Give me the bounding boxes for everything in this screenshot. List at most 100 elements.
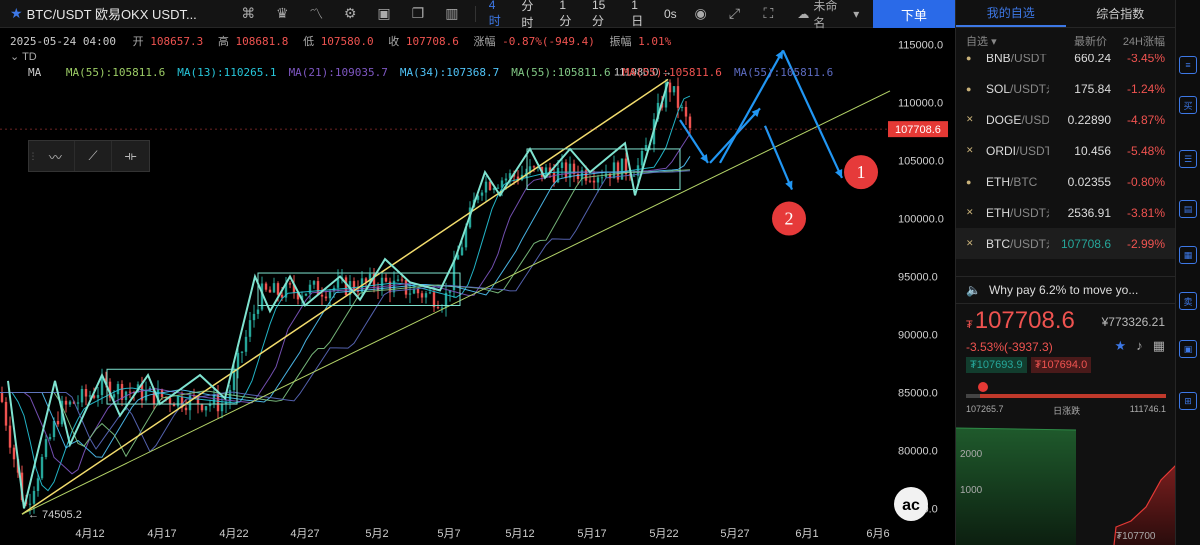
header-change[interactable]: 24H涨幅 bbox=[1122, 36, 1165, 48]
candle-body bbox=[596, 177, 600, 183]
pair-change: -4.87% bbox=[1126, 112, 1165, 127]
header-price[interactable]: 最新价 bbox=[1074, 36, 1107, 48]
place-order-button[interactable]: 下单 bbox=[873, 0, 955, 28]
watchlist-row[interactable]: ● BNB/USDT 660.24 -3.45% bbox=[956, 54, 1175, 73]
candle-body bbox=[300, 295, 304, 300]
candle-body bbox=[12, 447, 16, 460]
timeframe-line[interactable]: 分时 bbox=[521, 0, 534, 30]
wave-tool-icon[interactable]: 〰 bbox=[37, 141, 75, 171]
x-tick-label: 4月22 bbox=[219, 528, 248, 540]
bid-depth-line bbox=[955, 427, 1077, 431]
depth-chart[interactable]: 2000 1000 ₮107700 bbox=[955, 425, 1177, 545]
indicator-icon[interactable]: 〽 bbox=[309, 5, 324, 22]
bid-price[interactable]: ₮107693.9 bbox=[966, 357, 1027, 373]
ma-legend[interactable]: MA MA(55):105811.6 MA(13):110265.1 MA(21):… bbox=[28, 66, 845, 79]
pin-icon[interactable]: ✕ bbox=[966, 207, 974, 217]
sidebar-buy-icon[interactable]: 买 bbox=[1179, 96, 1197, 114]
range-labels: 107265.7 日涨跌 111746.1 bbox=[966, 404, 1166, 417]
fullscreen-icon[interactable]: ⤢ bbox=[728, 5, 741, 21]
sidebar-order-icon[interactable]: ≡ bbox=[1179, 56, 1197, 74]
x-tick-label: 4月17 bbox=[147, 528, 176, 540]
tab-composite-index[interactable]: 综合指数 bbox=[1096, 7, 1145, 21]
news-text: Why pay 6.2% to move yo... bbox=[988, 283, 1139, 297]
depth-price-label: ₮107700 bbox=[1116, 531, 1156, 542]
sidebar-list-icon[interactable]: ☰ bbox=[1179, 150, 1197, 168]
x-tick-label: 5月17 bbox=[577, 528, 606, 540]
layout-icon[interactable]: ▥ bbox=[445, 5, 459, 21]
watchlist-row[interactable]: ✕ ORDI/USDT永续 10.456 -5.48% bbox=[956, 135, 1175, 166]
symbol-selector[interactable]: ★ BTC/USDT 欧易OKX USDT... bbox=[0, 4, 231, 23]
layers-icon[interactable]: ❐ bbox=[411, 5, 425, 21]
chevron-down-icon: ▾ bbox=[991, 36, 997, 48]
candle-body bbox=[668, 82, 672, 93]
pin-icon[interactable]: ● bbox=[966, 176, 972, 187]
layout-name: 未命名 bbox=[813, 0, 838, 30]
watchlist-row[interactable]: ✕ ETH/USDT永续 2536.91 -3.81% bbox=[956, 197, 1175, 228]
candle-body bbox=[372, 273, 376, 287]
pin-icon[interactable]: ✕ bbox=[966, 145, 974, 155]
candle-body bbox=[420, 293, 424, 298]
pin-icon[interactable]: ● bbox=[966, 83, 972, 94]
sidebar-tools-icon[interactable]: ⊞ bbox=[1179, 392, 1197, 410]
tab-my-watchlist[interactable]: 我的自选 bbox=[956, 0, 1066, 27]
layout-name-dropdown[interactable]: ☁ 未命名 ▾ bbox=[797, 0, 859, 31]
favorite-star-icon[interactable]: ★ bbox=[1114, 338, 1127, 353]
crown-icon[interactable]: ♛ bbox=[276, 5, 289, 21]
favorite-star-icon[interactable]: ★ bbox=[10, 5, 23, 21]
sidebar-sell-icon[interactable]: 卖 bbox=[1179, 292, 1197, 310]
sidebar-chart-icon[interactable]: ▤ bbox=[1179, 200, 1197, 218]
td-indicator[interactable]: ⌄ TD bbox=[10, 50, 37, 63]
sidebar-calendar-icon[interactable]: ▣ bbox=[1179, 340, 1197, 358]
alert-bell-icon[interactable]: ♪ bbox=[1136, 338, 1143, 353]
chart-area[interactable]: 115000.0 110000.0 105000.0 100000.0 95000.0 9… bbox=[0, 28, 955, 545]
timeframe-1d[interactable]: 1日 bbox=[631, 0, 644, 28]
watchlist-row[interactable]: ● ETH/BTC 0.02355 -0.80% bbox=[956, 166, 1175, 197]
projection-arrow bbox=[782, 49, 843, 179]
ask-price[interactable]: ₮107694.0 bbox=[1030, 357, 1092, 373]
gear-icon[interactable]: ⚙ bbox=[343, 5, 357, 21]
calculator-icon[interactable]: ▦ bbox=[1152, 338, 1165, 353]
candle-body bbox=[404, 280, 408, 295]
y-tick-label: 110000.0 bbox=[898, 98, 943, 110]
candle-body bbox=[428, 292, 432, 294]
pin-icon[interactable]: ✕ bbox=[966, 238, 974, 248]
pair-price: 0.22890 bbox=[1067, 112, 1111, 127]
td-collapse-icon[interactable]: ⌄ bbox=[10, 51, 23, 63]
pair-base: BTC bbox=[986, 237, 1010, 251]
camera-icon[interactable]: ◉ bbox=[694, 5, 707, 21]
amplitude-value: 1.01% bbox=[638, 35, 672, 48]
watchlist-row[interactable]: ● SOL/USDT永续 175.84 -1.24% bbox=[956, 73, 1175, 104]
candle-body bbox=[412, 289, 416, 294]
header-watchlist[interactable]: 自选 ▾ bbox=[966, 33, 1049, 49]
expand-icon[interactable]: ⛶ bbox=[763, 5, 774, 21]
chart-type-icon[interactable]: ▣ bbox=[377, 5, 391, 21]
candle-body bbox=[324, 296, 328, 299]
candle-body bbox=[584, 170, 588, 181]
watchlist-row[interactable]: ✕ BTC/USDT永续 107708.6 -2.99% bbox=[956, 228, 1175, 259]
candle-body bbox=[172, 403, 176, 407]
pair-price: 107708.6 bbox=[1060, 236, 1111, 251]
pair-price: 2536.91 bbox=[1067, 205, 1111, 220]
candle-body bbox=[224, 401, 228, 404]
price-chart[interactable]: 115000.0 110000.0 105000.0 100000.0 95000.0 9… bbox=[0, 28, 955, 545]
candle-body bbox=[184, 407, 188, 411]
pin-icon[interactable]: ● bbox=[966, 54, 972, 63]
candle-body bbox=[196, 396, 200, 405]
range-high: 111746.1 bbox=[1129, 404, 1166, 414]
candle-body bbox=[68, 401, 72, 405]
timeframe-4h[interactable]: 4时 bbox=[488, 0, 501, 28]
news-ticker[interactable]: 🔈 Why pay 6.2% to move yo... bbox=[956, 276, 1175, 304]
timeframe-1m[interactable]: 1分 bbox=[559, 0, 572, 28]
wave-zigzag bbox=[7, 81, 669, 509]
timeframe-15m[interactable]: 15分 bbox=[592, 0, 606, 28]
watchlist-row[interactable]: ✕ DOGE/USDT... 0.22890 -4.87% bbox=[956, 104, 1175, 135]
sidebar-info-icon[interactable]: ▦ bbox=[1179, 246, 1197, 264]
trendline-tool-icon[interactable]: ⟋ bbox=[75, 141, 113, 171]
x-tick-label: 5月12 bbox=[505, 528, 534, 540]
compare-icon[interactable]: ⌘ bbox=[241, 5, 256, 21]
candle-body bbox=[496, 187, 500, 189]
candle-body bbox=[576, 173, 580, 180]
drag-handle-icon[interactable]: ⋮ bbox=[28, 150, 38, 161]
pin-icon[interactable]: ✕ bbox=[966, 114, 974, 124]
horizontal-line-tool-icon[interactable]: ⟛ bbox=[124, 148, 137, 163]
